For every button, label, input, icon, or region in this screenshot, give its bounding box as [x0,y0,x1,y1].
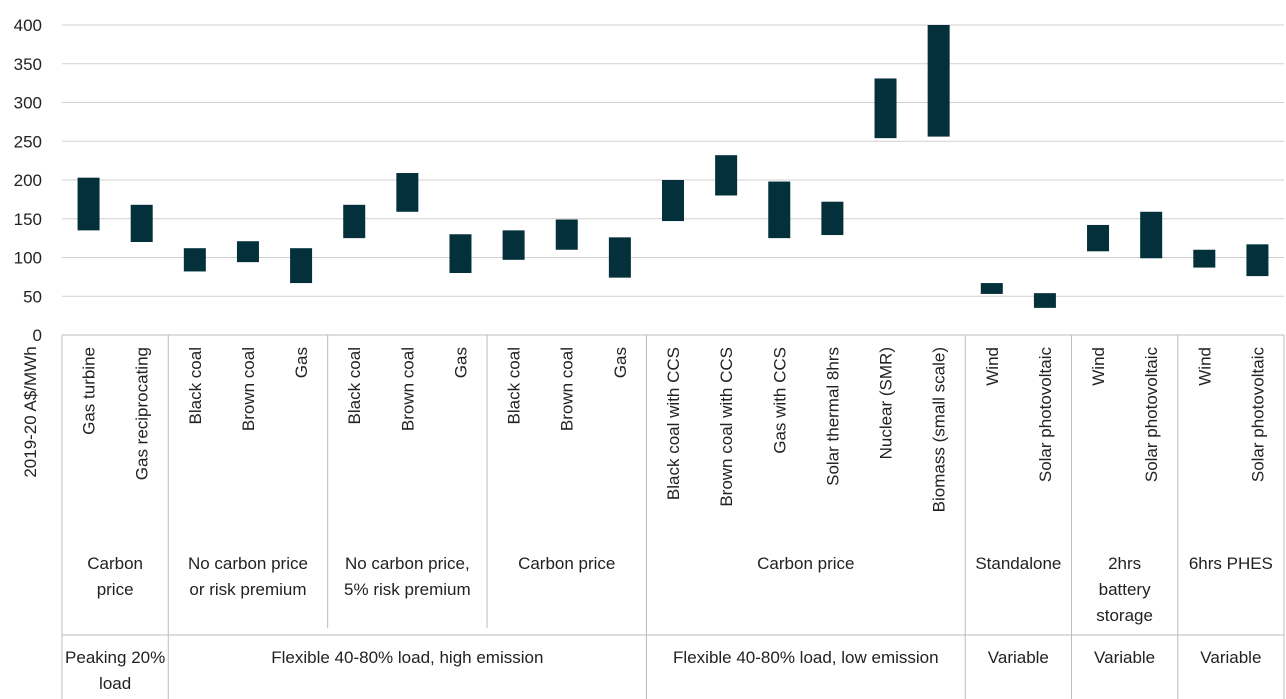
category-labels: Gas turbine Gas reciprocating Black coal Br… [80,347,1268,513]
range-bar [662,180,684,222]
range-bar [130,204,153,242]
group-label: Variable [988,648,1049,667]
subgroup-label: Carbon price [757,554,854,573]
category-label: Biomass (small scale) [930,347,949,512]
y-axis-ticks: 0 50 100 150 200 250 300 350 400 [14,16,42,345]
category-label: Solar thermal 8hrs [823,347,842,486]
y-tick-label: 300 [14,94,42,113]
subgroup-label: Carbon price [87,554,143,599]
y-tick-label: 350 [14,55,42,74]
category-label: Gas [292,347,311,378]
range-bar [502,230,525,260]
category-label: Wind [983,347,1002,386]
category-label: Wind [1089,347,1108,386]
y-tick-label: 200 [14,171,42,190]
subgroup-label: No carbon price, 5% risk premium [344,554,471,599]
y-tick-label: 400 [14,16,42,35]
range-bar [608,237,631,278]
range-bar [449,234,472,273]
group-label: Peaking 20% load [65,648,165,693]
range-bar [1246,244,1269,277]
range-bar [1033,293,1056,308]
y-tick-label: 150 [14,210,42,229]
range-bar [77,177,100,231]
range-bar [1193,249,1216,268]
range-bar [343,204,366,239]
subgroup-label: No carbon price or risk premium [188,554,308,599]
category-label: Black coal [505,347,524,424]
category-label: Gas turbine [80,347,99,435]
category-label: Brown coal [558,347,577,431]
range-bar [183,248,206,272]
category-label: Solar photovoltaic [1142,347,1161,483]
subgroup-label: Standalone [975,554,1061,573]
category-label: Nuclear (SMR) [877,347,896,459]
y-tick-label: 100 [14,249,42,268]
group-label: Variable [1094,648,1155,667]
category-label: Brown coal with CCS [717,347,736,507]
subgroup-label: Carbon price [518,554,615,573]
category-label: Gas [611,347,630,378]
range-bar [396,173,419,212]
range-bar [290,248,313,284]
category-label: Brown coal [398,347,417,431]
category-label: Gas reciprocating [133,347,152,480]
category-label: Solar photovoltaic [1248,347,1267,483]
y-tick-label: 0 [33,326,42,345]
range-bar [927,25,950,137]
range-bar [768,181,791,239]
category-label: Black coal [186,347,205,424]
category-label: Solar photovoltaic [1036,347,1055,483]
category-separators [61,335,1285,699]
subgroup-label: 2hrs battery storage [1096,554,1153,625]
range-bar [874,78,897,139]
range-bar [1140,211,1163,259]
range-bar [555,219,578,250]
group-label: Variable [1200,648,1261,667]
group-label: Flexible 40-80% load, low emission [673,648,939,667]
y-axis-label: 2019-20 A$/MWh [21,346,40,477]
y-tick-label: 50 [23,287,42,306]
category-label: Black coal with CCS [664,347,683,500]
category-label: Gas [451,347,470,378]
group-labels: Peaking 20% load Flexible 40-80% load, hig… [65,648,1261,693]
range-bar [236,241,259,263]
range-bar [715,155,738,196]
range-bar [821,201,844,236]
category-label: Gas with CCS [770,347,789,454]
y-tick-label: 250 [14,132,42,151]
category-label: Brown coal [239,347,258,431]
range-bar [1087,224,1110,252]
category-label: Wind [1195,347,1214,386]
range-bars [77,25,1269,308]
group-label: Flexible 40-80% load, high emission [271,648,543,667]
category-label: Black coal [345,347,364,424]
subgroup-label: 6hrs PHES [1189,554,1273,573]
range-bar [980,283,1003,294]
subgroup-labels: Carbon price No carbon price or risk premiu… [87,554,1273,625]
